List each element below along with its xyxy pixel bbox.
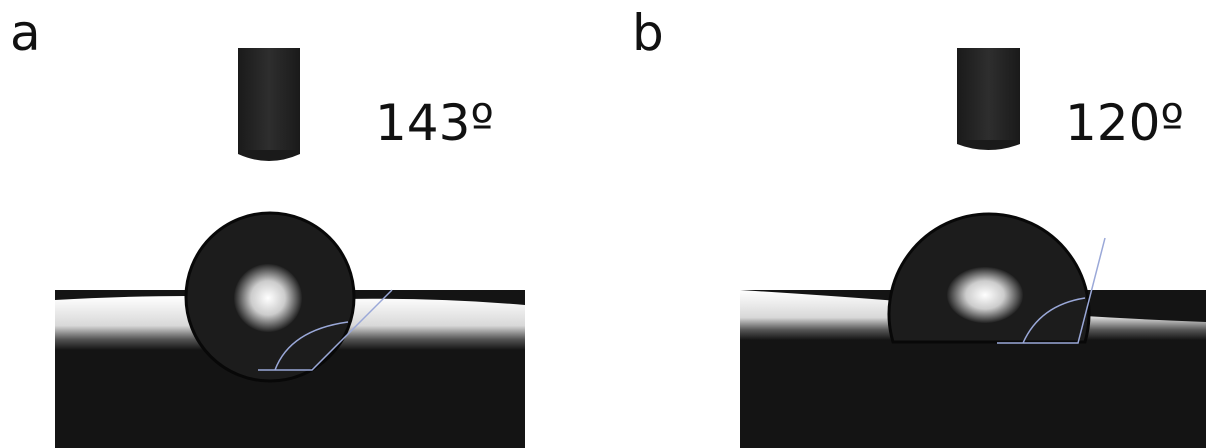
angle-marker xyxy=(258,289,393,371)
droplet-highlight xyxy=(947,267,1023,323)
panel-label: a xyxy=(10,4,41,62)
contact-angle: 143º xyxy=(375,94,494,152)
panel-label: b xyxy=(632,4,664,62)
droplet-highlight xyxy=(234,264,302,332)
panel-b: b 120º xyxy=(632,4,1206,448)
needle xyxy=(957,48,1020,144)
panel-a: a 143º xyxy=(10,4,525,448)
angle-marker xyxy=(997,237,1106,344)
needle xyxy=(238,48,300,154)
needle-tip xyxy=(957,140,1020,150)
contact-angle: 120º xyxy=(1065,94,1184,152)
needle-tip xyxy=(238,150,300,161)
